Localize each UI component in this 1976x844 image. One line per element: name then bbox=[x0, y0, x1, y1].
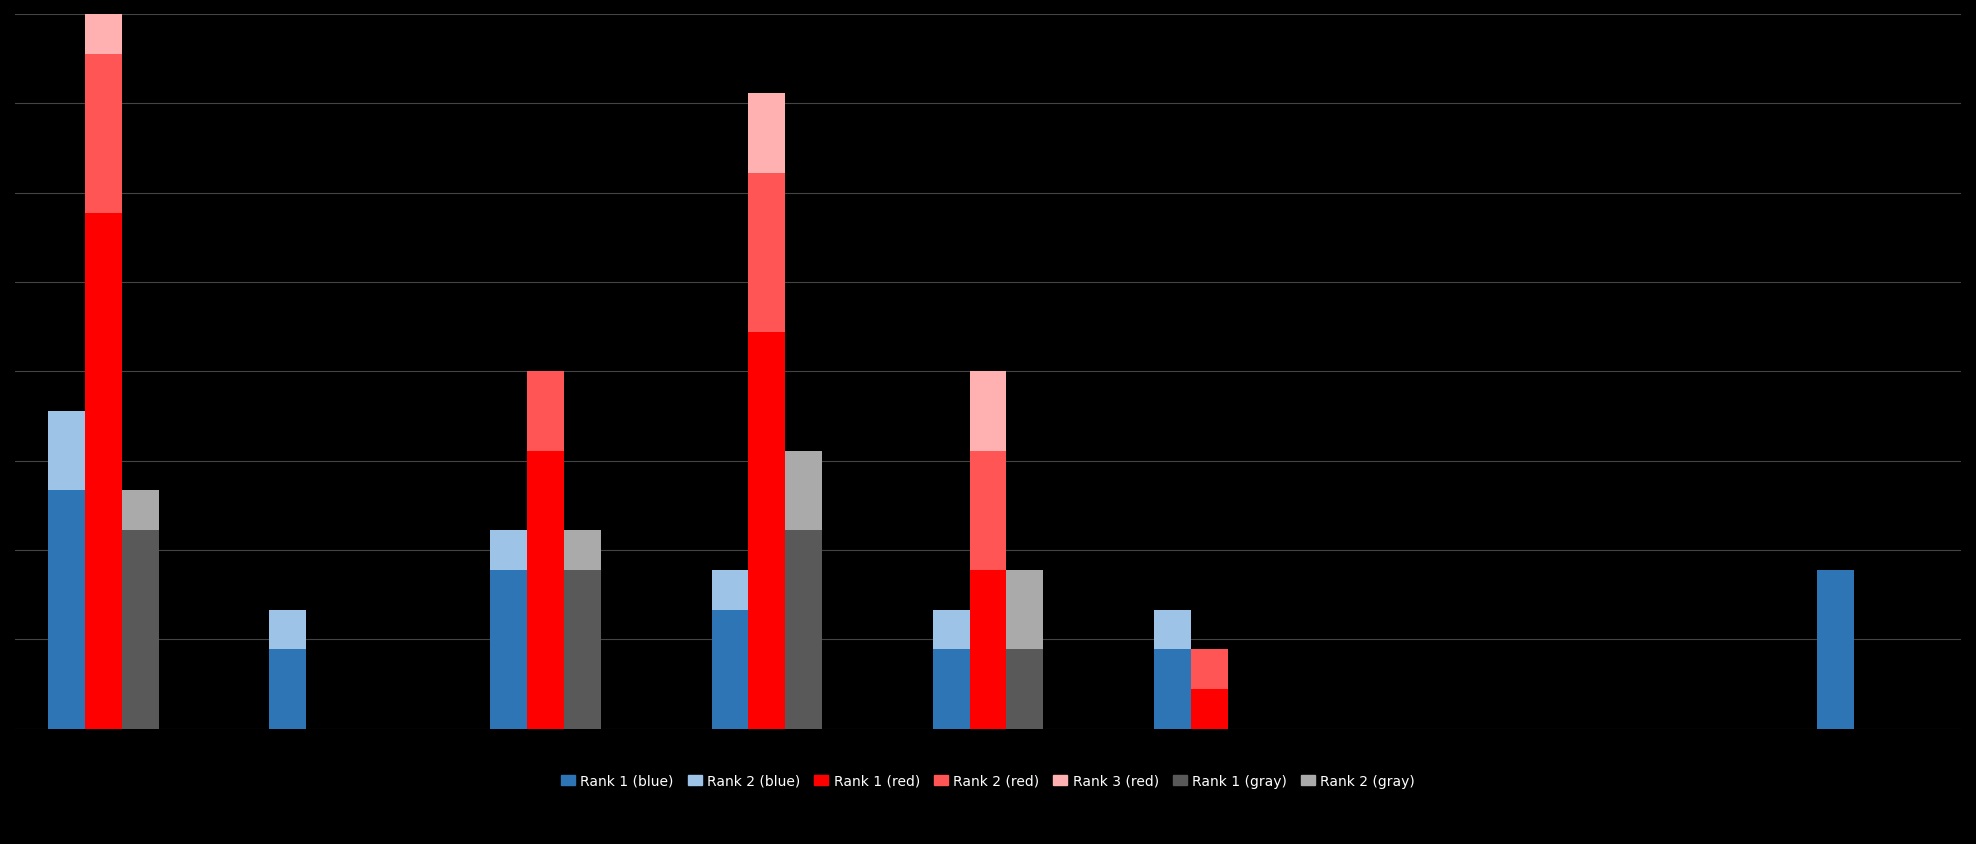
Bar bbox=[1154, 649, 1192, 728]
Bar bbox=[784, 531, 822, 728]
Legend: Rank 1 (blue), Rank 2 (blue), Rank 1 (red), Rank 2 (red), Rank 3 (red), Rank 1 (: Rank 1 (blue), Rank 2 (blue), Rank 1 (re… bbox=[555, 768, 1421, 793]
Bar bbox=[47, 412, 85, 491]
Bar bbox=[490, 571, 528, 728]
Bar bbox=[123, 491, 158, 531]
Bar bbox=[85, 214, 123, 728]
Bar bbox=[565, 571, 601, 728]
Bar bbox=[85, 0, 123, 55]
Bar bbox=[749, 333, 784, 728]
Bar bbox=[565, 531, 601, 571]
Bar bbox=[711, 610, 749, 728]
Bar bbox=[711, 571, 749, 610]
Bar bbox=[123, 531, 158, 728]
Bar bbox=[933, 610, 970, 649]
Bar bbox=[528, 372, 565, 452]
Bar bbox=[970, 452, 1006, 571]
Bar bbox=[85, 55, 123, 214]
Bar bbox=[784, 452, 822, 531]
Bar bbox=[749, 174, 784, 333]
Bar bbox=[269, 610, 306, 649]
Bar bbox=[749, 95, 784, 174]
Bar bbox=[269, 649, 306, 728]
Bar bbox=[1192, 689, 1227, 728]
Bar bbox=[1006, 571, 1043, 649]
Bar bbox=[47, 491, 85, 728]
Bar bbox=[1192, 649, 1227, 689]
Bar bbox=[970, 372, 1006, 452]
Bar bbox=[490, 531, 528, 571]
Bar bbox=[1818, 571, 1853, 728]
Bar bbox=[933, 649, 970, 728]
Bar bbox=[1006, 649, 1043, 728]
Bar bbox=[970, 571, 1006, 728]
Bar bbox=[1154, 610, 1192, 649]
Bar bbox=[528, 452, 565, 728]
